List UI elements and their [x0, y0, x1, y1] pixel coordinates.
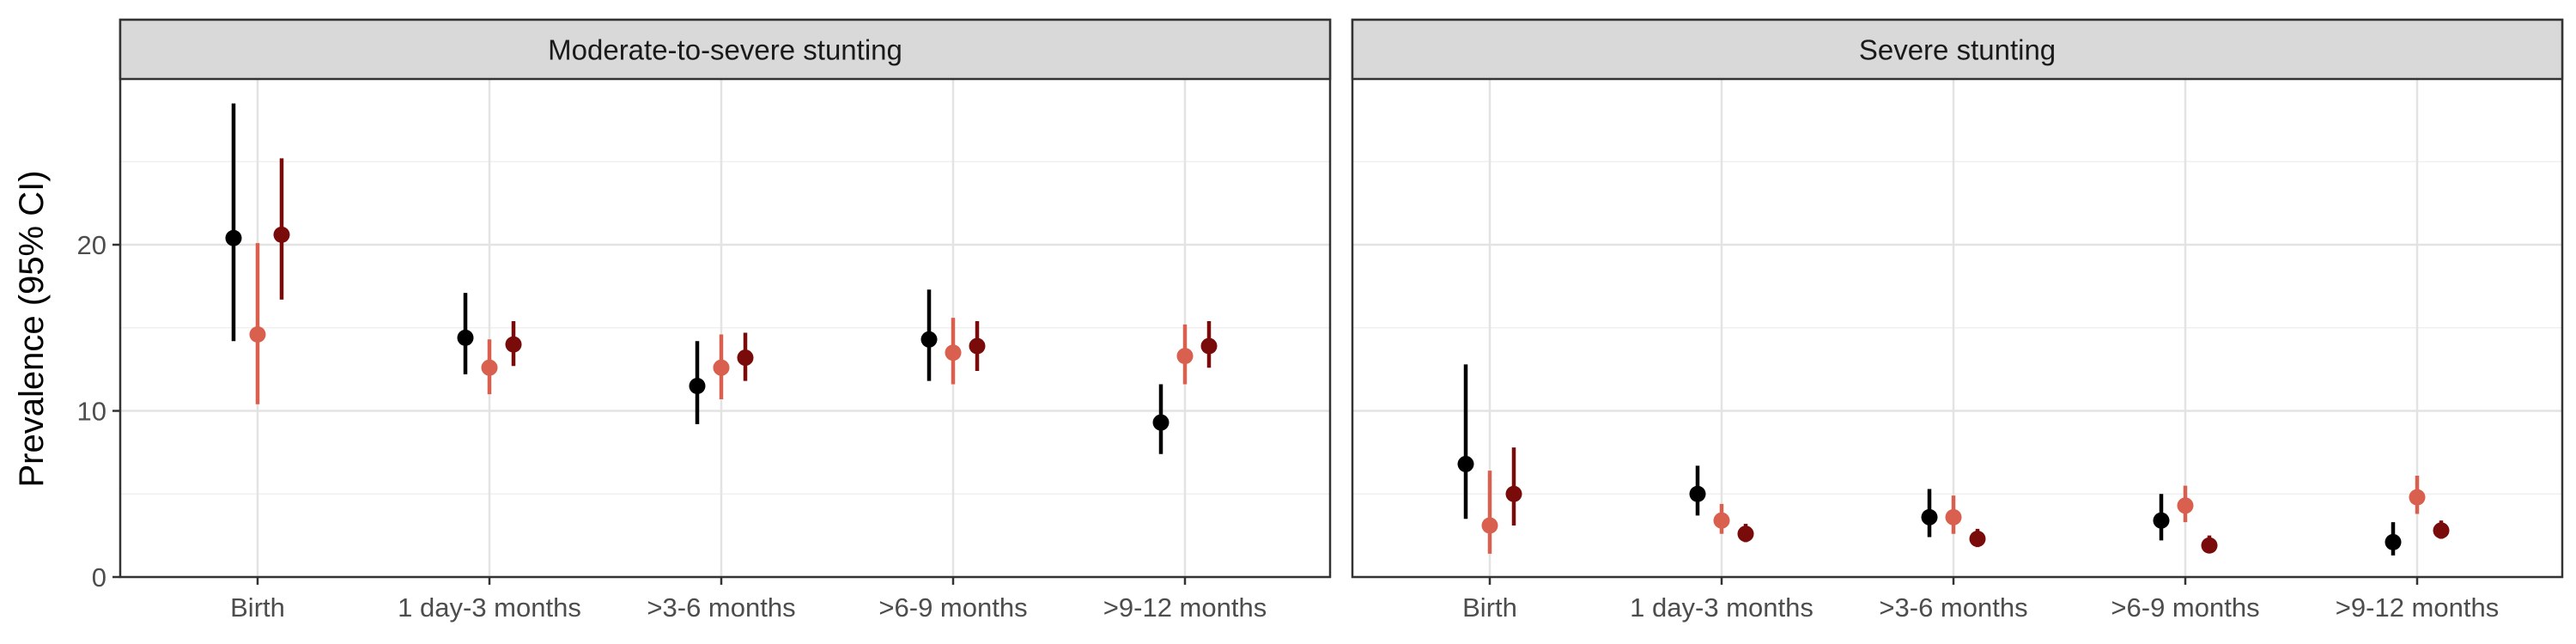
strip-header [1351, 18, 2564, 81]
data-point [1457, 455, 1474, 472]
panel-title: Severe stunting [1859, 34, 2056, 66]
data-point [1969, 530, 1986, 547]
data-point [457, 329, 474, 346]
x-tick-label: >6-9 months [2111, 592, 2259, 623]
y-tick-label: 0 [92, 562, 106, 592]
data-point [1152, 414, 1170, 431]
panel-2: Severe stunting Birth 1 day-3 months >3-6 m… [1351, 18, 2564, 623]
data-point [2153, 512, 2170, 529]
data-point [1689, 485, 1706, 502]
y-tick-label: 20 [77, 230, 106, 260]
data-point [1481, 517, 1498, 534]
data-point [1921, 508, 1938, 526]
data-point [2385, 533, 2402, 550]
data-point [225, 229, 242, 246]
data-point [481, 359, 498, 376]
x-tick-label: >3-6 months [1879, 592, 2027, 623]
data-point [969, 337, 986, 355]
panel-title: Moderate-to-severe stunting [548, 34, 902, 66]
x-tick-label: 1 day-3 months [1630, 592, 1814, 623]
data-point [1737, 526, 1754, 543]
data-point [689, 377, 706, 394]
data-point [1713, 512, 1730, 529]
data-point [713, 359, 730, 376]
data-point [2201, 537, 2218, 554]
x-tick-label: Birth [1462, 592, 1517, 623]
panel-1: Moderate-to-severe stunting Birth 1 day-3 … [118, 18, 1332, 623]
data-point [2409, 489, 2426, 506]
data-point [1945, 508, 1962, 526]
data-point [505, 336, 522, 353]
data-point [249, 325, 266, 343]
data-point [920, 331, 938, 348]
x-tick-label: 1 day-3 months [398, 592, 581, 623]
y-axis-title: Prevalence (95% CI) [13, 170, 51, 487]
y-tick-label: 10 [77, 397, 106, 427]
data-point [1505, 485, 1522, 502]
data-point [1200, 337, 1218, 355]
x-tick-label: >9-12 months [1103, 592, 1267, 623]
data-point [1176, 348, 1194, 365]
data-point [945, 344, 962, 361]
data-point [737, 349, 754, 367]
data-point [2177, 497, 2194, 514]
data-point [2433, 522, 2450, 539]
strip-header [118, 18, 1332, 81]
data-point [273, 226, 290, 243]
x-tick-label: >9-12 months [2336, 592, 2499, 623]
x-tick-label: >3-6 months [647, 592, 795, 623]
x-tick-label: >6-9 months [878, 592, 1027, 623]
x-tick-label: Birth [230, 592, 285, 623]
